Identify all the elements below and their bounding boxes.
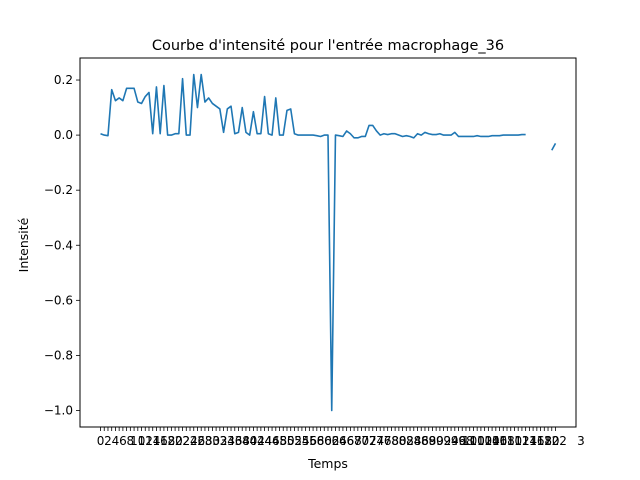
y-axis-ticks: −1.0 −0.8 −0.6 −0.4 −0.2 0.0 0.2	[44, 73, 80, 417]
x-tick-label: 80	[391, 434, 406, 448]
x-tick-label: 90	[429, 434, 444, 448]
x-tick-label: 116	[522, 434, 545, 448]
x-tick-label-overflow: 3	[577, 434, 585, 448]
x-tick-label: 42	[250, 434, 265, 448]
x-tick-label: 14	[145, 434, 160, 448]
x-tick-label: 78	[384, 434, 399, 448]
x-tick-label: 24	[182, 434, 197, 448]
x-tick-label: 86	[414, 434, 429, 448]
x-tick-label: 60	[317, 434, 332, 448]
plot-frame	[79, 57, 577, 428]
x-tick-label: 112	[507, 434, 530, 448]
x-tick-label: 56	[302, 434, 317, 448]
x-tick-label: 114	[514, 434, 537, 448]
y-tick-label: −0.6	[44, 293, 73, 307]
x-tick-label: 106	[484, 434, 507, 448]
y-tick-label: −0.2	[44, 183, 73, 197]
y-tick-label: 0.0	[54, 128, 73, 142]
x-tick-label: 98	[458, 434, 473, 448]
x-tick-label: 62	[324, 434, 339, 448]
x-tick-label: 92	[436, 434, 451, 448]
x-tick-label: 12	[138, 434, 153, 448]
x-tick-label: 64	[332, 434, 347, 448]
x-tick-label: 48	[272, 434, 287, 448]
x-tick-label: 20	[167, 434, 182, 448]
y-axis-label: Intensité	[16, 217, 31, 272]
x-tick-label: 108	[492, 434, 515, 448]
x-tick-label: 44	[257, 434, 272, 448]
x-tick-label: 34	[220, 434, 235, 448]
x-tick-label: 94	[443, 434, 458, 448]
x-tick-label: 2	[104, 434, 112, 448]
x-tick-label: 52	[287, 434, 302, 448]
x-tick-label: 96	[451, 434, 466, 448]
data-series	[100, 73, 557, 412]
y-tick-label: −1.0	[44, 403, 73, 417]
x-tick-label: 70	[354, 434, 369, 448]
x-tick-label: 50	[279, 434, 294, 448]
x-tick-label: 120	[537, 434, 560, 448]
x-tick-label: 38	[235, 434, 250, 448]
x-tick-label: 68	[346, 434, 361, 448]
x-tick-label: 102	[469, 434, 492, 448]
x-tick-label: 110	[499, 434, 522, 448]
x-tick-label: 66	[339, 434, 354, 448]
x-tick-label: 30	[205, 434, 220, 448]
x-tick-label: 84	[406, 434, 421, 448]
x-tick-label: 118	[529, 434, 552, 448]
series-line	[100, 73, 557, 412]
x-tick-label: 36	[227, 434, 242, 448]
x-tick-label: 0	[97, 434, 105, 448]
x-tick-label: 18	[160, 434, 175, 448]
x-tick-label: 40	[242, 434, 257, 448]
x-tick-label: 10	[130, 434, 145, 448]
x-tick-label: 28	[197, 434, 212, 448]
y-tick-label: −0.8	[44, 348, 73, 362]
x-tick-label: 72	[361, 434, 376, 448]
x-tick-label: 26	[190, 434, 205, 448]
x-tick-label: 6	[119, 434, 127, 448]
x-tick-label: 122	[544, 434, 567, 448]
x-tick-label: 46	[264, 434, 279, 448]
x-tick-label: 104	[477, 434, 500, 448]
x-tick-label: 22	[175, 434, 190, 448]
y-tick-label: 0.2	[54, 73, 73, 87]
x-tick-label: 54	[294, 434, 309, 448]
x-axis-label: Temps	[307, 456, 348, 471]
chart-title: Courbe d'intensité pour l'entrée macroph…	[152, 38, 504, 54]
x-tick-label: 100	[462, 434, 485, 448]
x-axis-ticks: 0 2 4 6 810121416182022242628303234363840424…	[97, 427, 585, 448]
x-tick-label: 82	[399, 434, 414, 448]
x-tick-label: 8	[127, 434, 135, 448]
x-tick-label: 58	[309, 434, 324, 448]
y-tick-label: −0.4	[44, 238, 73, 252]
x-tick-label: 88	[421, 434, 436, 448]
x-tick-label: 74	[369, 434, 384, 448]
x-tick-label: 4	[112, 434, 120, 448]
x-tick-label: 16	[153, 434, 168, 448]
x-tick-label: 76	[376, 434, 391, 448]
x-tick-label: 32	[212, 434, 227, 448]
